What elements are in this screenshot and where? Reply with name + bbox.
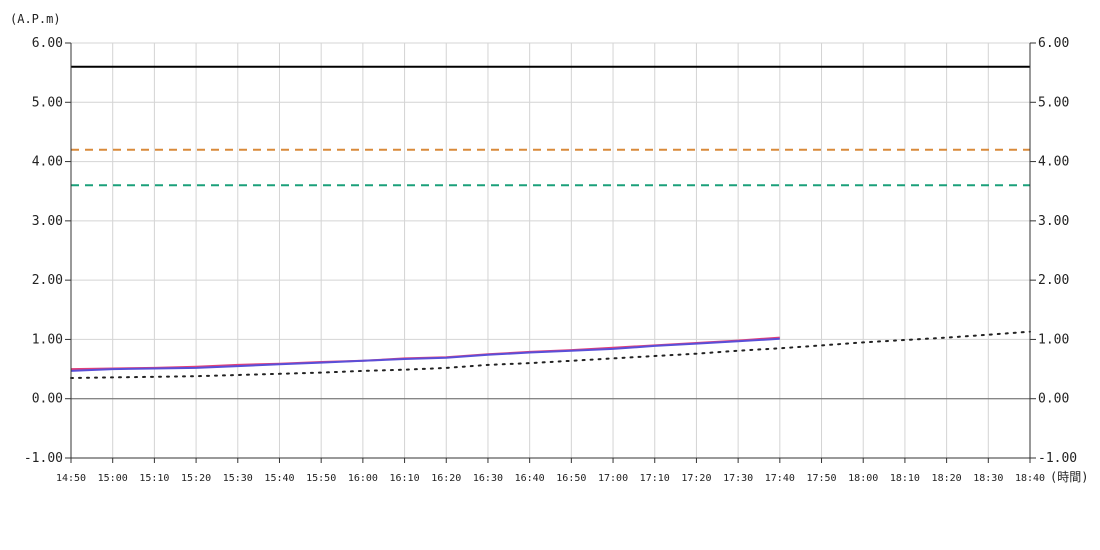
x-tick-label: 17:20 xyxy=(681,473,711,484)
x-tick-label: 17:10 xyxy=(640,473,670,484)
y-tick-label-right: 2.00 xyxy=(1038,273,1069,288)
y-tick-label-left: 6.00 xyxy=(32,36,63,51)
x-tick-label: 15:10 xyxy=(139,473,169,484)
series-lines xyxy=(70,330,1031,379)
x-tick-label: 14:50 xyxy=(56,473,86,484)
x-tick-label: 18:00 xyxy=(848,473,878,484)
x-tick-label: 16:30 xyxy=(473,473,503,484)
x-axis-unit-label: (時間) xyxy=(1050,470,1088,484)
y-tick-label-left: -1.00 xyxy=(24,451,63,466)
x-tick-label: 18:30 xyxy=(973,473,1003,484)
x-tick-label: 15:30 xyxy=(223,473,253,484)
x-tick-label: 15:00 xyxy=(98,473,128,484)
y-tick-label-left: 1.00 xyxy=(32,332,63,347)
series-line xyxy=(70,336,780,371)
y-tick-label-right: 3.00 xyxy=(1038,214,1069,229)
y-tick-label-left: 4.00 xyxy=(32,155,63,170)
x-tick-label: 15:20 xyxy=(181,473,211,484)
x-tick-label: 15:40 xyxy=(264,473,294,484)
x-tick-label: 18:40 xyxy=(1015,473,1045,484)
y-tick-label-left: 3.00 xyxy=(32,214,63,229)
y-axis-unit-label: (A.P.m) xyxy=(10,12,61,26)
x-tick-label: 17:50 xyxy=(806,473,836,484)
y-tick-label-left: 2.00 xyxy=(32,273,63,288)
x-tick-label: 16:10 xyxy=(390,473,420,484)
series-line xyxy=(70,330,1031,379)
y-tick-label-right: 0.00 xyxy=(1038,392,1069,407)
y-tick-label-right: 5.00 xyxy=(1038,95,1069,110)
x-tick-label: 17:40 xyxy=(765,473,795,484)
tick-labels: 6.00 6.00 5.00 5.00 4.00 4.00 3.00 3.00 2.00 2.00… xyxy=(24,36,1077,484)
y-tick-label-right: 4.00 xyxy=(1038,155,1069,170)
x-tick-label: 18:20 xyxy=(932,473,962,484)
x-tick-label: 17:30 xyxy=(723,473,753,484)
y-tick-label-right: 1.00 xyxy=(1038,332,1069,347)
y-tick-label-left: 0.00 xyxy=(32,392,63,407)
reference-lines xyxy=(71,65,1030,187)
x-tick-label: 16:40 xyxy=(515,473,545,484)
series-line xyxy=(70,337,780,372)
x-tick-label: 15:50 xyxy=(306,473,336,484)
x-tick-label: 18:10 xyxy=(890,473,920,484)
axes xyxy=(65,42,1036,463)
grid xyxy=(70,42,1031,459)
x-tick-label: 16:00 xyxy=(348,473,378,484)
y-tick-label-right: -1.00 xyxy=(1038,451,1077,466)
y-tick-label-right: 6.00 xyxy=(1038,36,1069,51)
x-tick-label: 16:50 xyxy=(556,473,586,484)
x-tick-label: 17:00 xyxy=(598,473,628,484)
x-tick-label: 16:20 xyxy=(431,473,461,484)
y-tick-label-left: 5.00 xyxy=(32,95,63,110)
